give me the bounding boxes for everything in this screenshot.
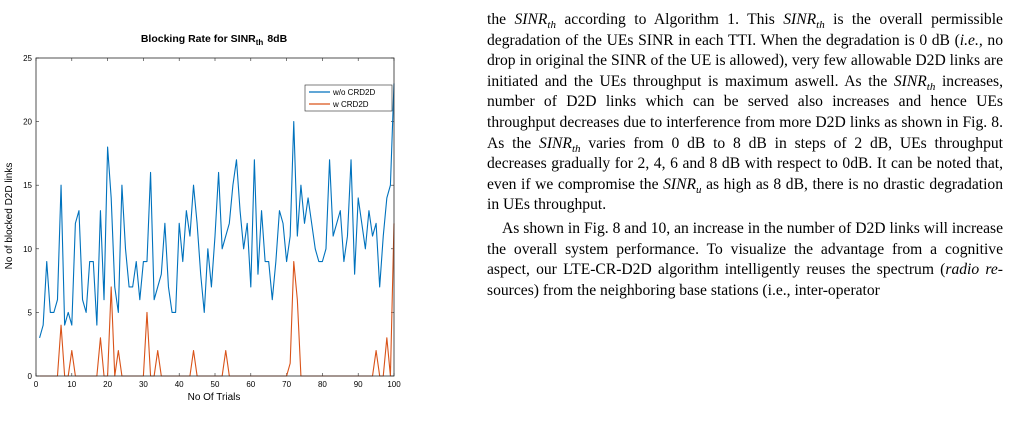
x-tick-label: 90 [354,380,363,389]
x-tick-label: 70 [282,380,291,389]
y-tick-label: 20 [23,118,32,127]
legend-label-wo-crd2d: w/o CRD2D [332,88,375,97]
x-tick-label: 50 [211,380,220,389]
math-sinr-th: SINRth [514,11,556,32]
x-tick-label: 60 [246,380,255,389]
paper-text-column: the SINRth according to Algorithm 1. Thi… [487,10,1003,301]
x-tick-label: 30 [139,380,148,389]
axis-ticks: 0 10 20 30 40 50 60 70 80 90 100 0 5 10 15 20 25 [23,54,401,389]
x-tick-label: 0 [34,380,39,389]
legend-label-w-crd2d: w CRD2D [332,100,369,109]
series-line-wo-crd2d [39,83,395,338]
y-axis-label: No of blocked D2D links [4,163,15,270]
x-tick-label: 10 [67,380,76,389]
chart-figure: Blocking Rate for SINRth 8dB No Of Trials… [0,0,480,439]
y-tick-label: 15 [23,181,32,190]
math-sinr-th: SINRth [783,11,825,32]
x-tick-label: 80 [318,380,327,389]
paragraph-1: the SINRth according to Algorithm 1. Thi… [487,11,1003,214]
math-sinr-th: SINRth [893,72,936,93]
legend: w/o CRD2D w CRD2D [304,84,393,112]
paragraph-2: As shown in Fig. 8 and 10, an increase i… [487,219,1003,299]
chart-svg: Blocking Rate for SINRth 8dB No Of Trials… [0,0,480,439]
y-tick-label: 5 [28,308,33,317]
x-axis-label: No Of Trials [188,392,241,403]
y-tick-label: 10 [23,245,32,254]
y-tick-label: 0 [28,372,33,381]
math-sinr-u: SINRu [663,175,702,196]
legend-box [304,84,393,112]
page-bottom-edge [0,429,1010,439]
axes-box [35,57,395,377]
chart-title: Blocking Rate for SINRth 8dB [141,33,288,47]
y-tick-label: 25 [23,54,32,63]
math-sinr-th: SINRth [539,134,581,155]
x-tick-label: 20 [103,380,112,389]
x-tick-label: 40 [175,380,184,389]
x-tick-label: 100 [387,380,401,389]
